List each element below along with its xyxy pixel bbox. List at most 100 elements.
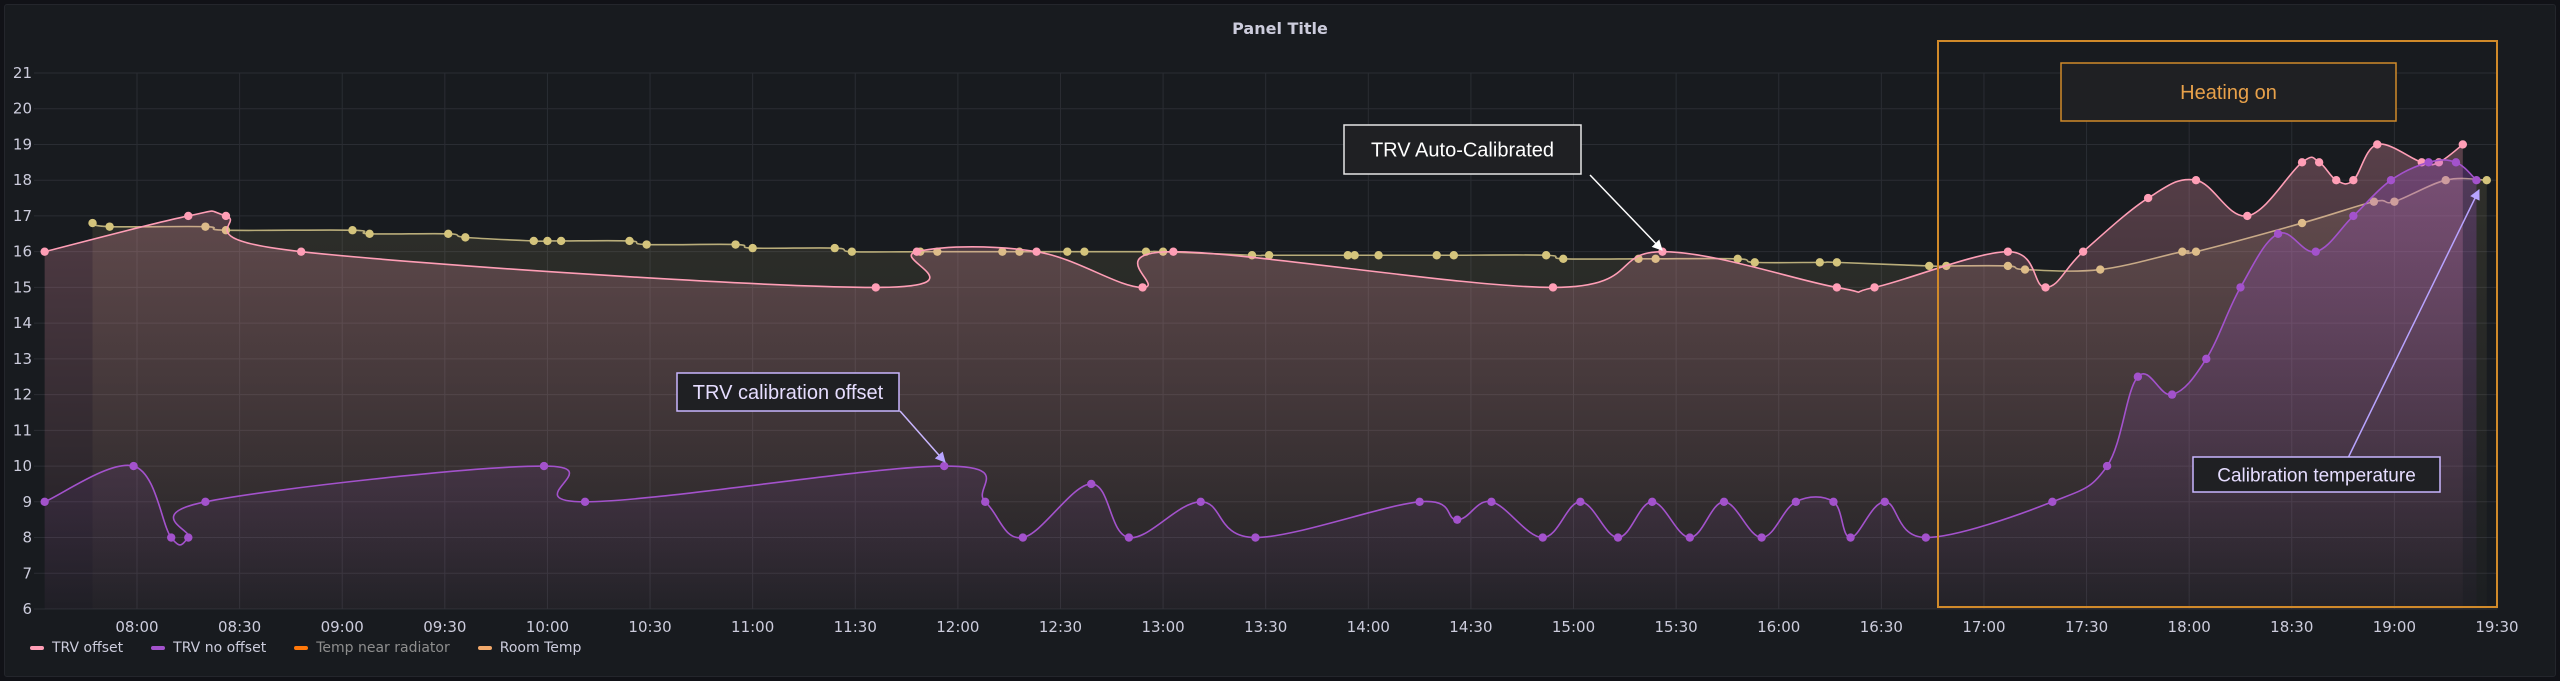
data-point[interactable]: [2143, 193, 2153, 203]
data-point[interactable]: [167, 533, 176, 542]
data-point[interactable]: [2386, 176, 2396, 185]
data-point[interactable]: [1196, 497, 1205, 506]
data-point[interactable]: [580, 497, 590, 506]
data-point[interactable]: [1846, 533, 1855, 542]
annotation-auto-calibrated[interactable]: TRV Auto-Calibrated: [1343, 124, 1582, 175]
data-point[interactable]: [2078, 247, 2088, 256]
data-point[interactable]: [1541, 251, 1551, 260]
data-point[interactable]: [1658, 247, 1667, 256]
legend-item-trv-no-offset[interactable]: TRV no offset: [151, 640, 266, 656]
data-point[interactable]: [1063, 247, 1072, 256]
legend-item-trv-offset[interactable]: TRV offset: [30, 640, 123, 656]
data-point[interactable]: [2451, 158, 2461, 167]
data-point[interactable]: [1449, 251, 1459, 260]
data-point[interactable]: [1350, 251, 1359, 260]
data-point[interactable]: [1018, 533, 1028, 542]
data-point[interactable]: [1415, 497, 1424, 506]
data-point[interactable]: [2349, 176, 2358, 185]
data-point[interactable]: [1264, 251, 1274, 260]
data-point[interactable]: [365, 229, 374, 238]
data-point[interactable]: [2102, 461, 2112, 471]
data-point[interactable]: [105, 222, 114, 231]
data-point[interactable]: [2191, 176, 2201, 185]
data-point[interactable]: [1880, 497, 1889, 506]
data-point[interactable]: [1538, 533, 1547, 542]
data-point[interactable]: [1169, 247, 1178, 256]
data-point[interactable]: [296, 247, 306, 256]
data-point[interactable]: [1647, 497, 1657, 506]
data-point[interactable]: [2167, 390, 2177, 399]
data-point[interactable]: [2311, 247, 2320, 256]
data-point[interactable]: [2424, 158, 2433, 167]
data-point[interactable]: [1080, 247, 1089, 256]
data-point[interactable]: [1343, 251, 1352, 260]
data-point[interactable]: [2297, 158, 2307, 167]
data-point[interactable]: [830, 243, 839, 253]
data-point[interactable]: [221, 211, 231, 221]
annotation-heating-on[interactable]: Heating on: [2060, 62, 2397, 122]
data-point[interactable]: [40, 247, 49, 256]
data-point[interactable]: [2243, 211, 2252, 221]
data-point[interactable]: [1685, 533, 1695, 542]
data-point[interactable]: [461, 233, 470, 242]
data-point[interactable]: [1733, 254, 1742, 264]
data-point[interactable]: [1487, 497, 1496, 506]
data-point[interactable]: [1791, 497, 1801, 506]
data-point[interactable]: [556, 236, 566, 246]
data-point[interactable]: [201, 497, 210, 506]
data-point[interactable]: [2273, 229, 2283, 238]
data-point[interactable]: [1613, 533, 1623, 542]
data-point[interactable]: [731, 240, 740, 249]
data-point[interactable]: [2482, 176, 2491, 185]
data-point[interactable]: [2041, 283, 2050, 292]
data-point[interactable]: [1432, 251, 1441, 260]
data-point[interactable]: [1829, 497, 1838, 506]
data-point[interactable]: [1925, 261, 1934, 271]
data-point[interactable]: [1815, 258, 1824, 267]
data-point[interactable]: [1832, 258, 1842, 267]
legend-item-temp-near-radiator[interactable]: Temp near radiator: [294, 640, 450, 656]
data-point[interactable]: [2236, 283, 2245, 292]
data-point[interactable]: [1251, 533, 1260, 542]
panel-title[interactable]: Panel Title: [1232, 19, 1328, 38]
data-point[interactable]: [748, 243, 757, 253]
data-point[interactable]: [981, 497, 990, 506]
data-point[interactable]: [1453, 515, 1462, 524]
data-point[interactable]: [1087, 479, 1096, 489]
data-point[interactable]: [1576, 497, 1585, 506]
data-point[interactable]: [625, 236, 634, 246]
annotation-calibration-temperature[interactable]: Calibration temperature: [2192, 456, 2441, 493]
data-point[interactable]: [2458, 140, 2467, 149]
data-point[interactable]: [2472, 176, 2481, 185]
annotation-calibration-offset[interactable]: TRV calibration offset: [676, 372, 900, 412]
data-point[interactable]: [444, 229, 453, 238]
data-point[interactable]: [2003, 247, 2013, 256]
data-point[interactable]: [1032, 247, 1041, 256]
data-point[interactable]: [184, 211, 193, 221]
data-point[interactable]: [129, 461, 138, 471]
data-point[interactable]: [1870, 283, 1879, 292]
data-point[interactable]: [1138, 283, 1147, 292]
data-point[interactable]: [543, 236, 552, 246]
data-point[interactable]: [642, 240, 651, 249]
data-point[interactable]: [348, 226, 357, 235]
data-point[interactable]: [1124, 533, 1134, 542]
data-point[interactable]: [2332, 176, 2341, 185]
data-point[interactable]: [1832, 283, 1842, 292]
data-point[interactable]: [939, 461, 949, 471]
data-point[interactable]: [1757, 533, 1766, 542]
data-point[interactable]: [1374, 251, 1383, 260]
data-point[interactable]: [184, 533, 193, 542]
data-point[interactable]: [529, 236, 538, 246]
data-point[interactable]: [1548, 283, 1558, 292]
data-point[interactable]: [2048, 497, 2057, 506]
data-point[interactable]: [40, 497, 49, 506]
data-point[interactable]: [539, 461, 549, 471]
data-point[interactable]: [2202, 354, 2211, 364]
data-point[interactable]: [1750, 258, 1759, 267]
data-point[interactable]: [1719, 497, 1729, 506]
data-point[interactable]: [88, 218, 97, 228]
data-point[interactable]: [2133, 372, 2143, 381]
data-point[interactable]: [847, 247, 857, 256]
data-point[interactable]: [912, 247, 922, 256]
